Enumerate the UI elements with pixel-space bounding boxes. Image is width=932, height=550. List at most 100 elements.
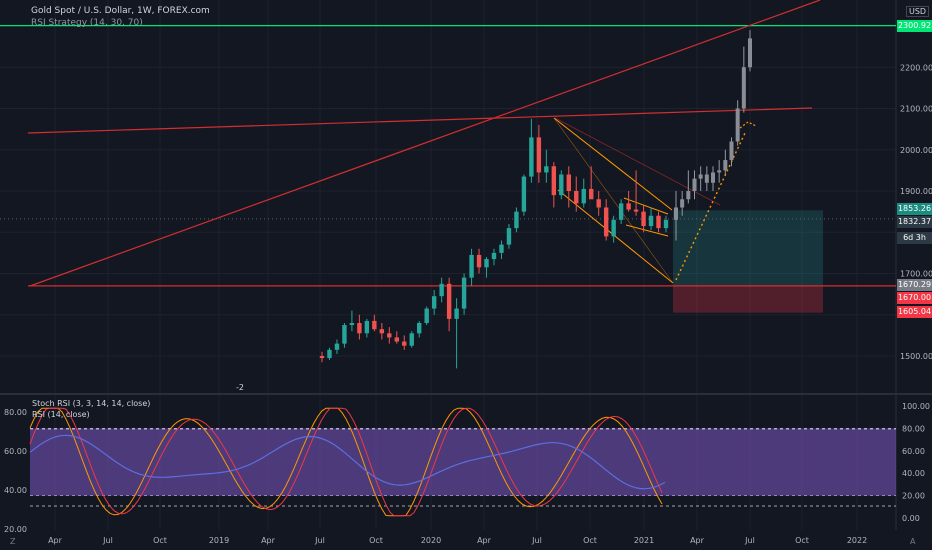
osc-right-axis-label: 40.00 <box>902 469 925 478</box>
zoom-corner-icon[interactable]: Z <box>10 537 16 546</box>
candle-body <box>529 137 534 177</box>
osc-right-axis-label: 0.00 <box>902 514 920 523</box>
candle-body <box>469 254 474 278</box>
position-zones <box>0 210 896 313</box>
candle-body <box>342 325 347 344</box>
projection-candle-body <box>741 67 746 109</box>
time-axis-label: Jul <box>102 536 113 545</box>
candle-body <box>364 320 370 334</box>
channel-diagonal <box>553 117 674 284</box>
currency-label[interactable]: USD <box>906 6 930 17</box>
projection-candle-body <box>717 170 722 173</box>
candle-body <box>641 211 646 227</box>
candle-body <box>372 320 377 330</box>
time-axis-label: Oct <box>583 536 597 545</box>
long-trend-line <box>29 0 821 287</box>
channel-lower <box>557 189 674 284</box>
price-tag-4: 1670.29 <box>897 279 932 291</box>
candle-body <box>626 203 631 210</box>
time-axis-label: Jul <box>744 536 755 545</box>
candle-body <box>431 296 437 309</box>
price-axis-label: 1700.00 <box>900 270 932 279</box>
oscillator-pane <box>29 407 896 517</box>
candle-body <box>551 166 557 196</box>
take-profit-zone <box>673 210 823 286</box>
wedge-lower <box>625 224 669 237</box>
projection-candle-body <box>711 172 715 183</box>
stoch-d-line <box>29 407 663 517</box>
osc-left-axis-label: 60.00 <box>4 447 27 456</box>
candle-body <box>349 323 355 326</box>
osc-title-stoch: Stoch RSI (3, 3, 14, 14, close) <box>32 399 151 408</box>
stoch-k-line <box>29 407 663 517</box>
candle-body <box>663 219 669 229</box>
price-tag-1: 1853.26 <box>897 203 932 215</box>
candle-body <box>446 283 452 319</box>
time-axis-label: 2020 <box>421 536 441 545</box>
time-axis-label: 2022 <box>847 536 867 545</box>
time-axis-label: 2019 <box>209 536 229 545</box>
candle-body <box>611 219 616 237</box>
candle-body <box>648 215 654 227</box>
price-tag-2: 1832.37 <box>897 216 932 228</box>
time-axis-label: Apr <box>477 536 492 545</box>
candle-body <box>334 343 340 350</box>
candle-body <box>499 244 504 253</box>
price-tag-5: 1670.00 <box>897 292 932 304</box>
candle-body <box>574 191 579 204</box>
price-axis-label: 2100.00 <box>900 105 932 114</box>
osc-right-axis-label: 80.00 <box>902 424 925 433</box>
strategy-title: RSI Strategy (14, 30, 70) <box>31 18 143 28</box>
candle-body <box>357 323 362 334</box>
candle-body <box>417 323 422 334</box>
projection-candle-body <box>704 174 709 183</box>
candle-body <box>319 356 325 359</box>
annotation-label: -2 <box>236 383 244 392</box>
stop-loss-zone <box>673 285 823 313</box>
candle-body <box>581 188 586 204</box>
projection-candle-body <box>748 38 752 68</box>
candle-body <box>409 333 414 346</box>
price-tag-top: 2300.92 <box>897 20 932 32</box>
candle-body <box>484 259 489 268</box>
osc-left-axis-label: 40.00 <box>4 486 27 495</box>
projection-candle-body <box>729 141 734 161</box>
candle-body <box>566 174 571 191</box>
axes: 2200.00 2100.00 2000.00 1900.00 1700.00 1500.… <box>4 63 932 545</box>
osc-right-axis-label: 60.00 <box>902 447 925 456</box>
projection-candle-body <box>698 174 703 179</box>
candle-body <box>521 176 527 212</box>
time-axis-label: Jul <box>531 536 542 545</box>
projection-candle-body <box>692 178 697 191</box>
time-axis-label: Oct <box>369 536 383 545</box>
candle-body <box>394 337 399 342</box>
time-axis-label: Apr <box>690 536 705 545</box>
candle-body <box>514 211 519 229</box>
rsi-band-fill <box>30 428 896 496</box>
candle-body <box>506 228 512 245</box>
auto-scale-icon[interactable]: A <box>910 537 916 546</box>
candle-body <box>559 174 564 196</box>
projection-candle-body <box>723 160 728 171</box>
candle-body <box>424 308 429 323</box>
time-axis-label: Jul <box>314 536 325 545</box>
osc-left-axis-label: 20.00 <box>4 525 27 534</box>
wedge-upper <box>623 197 669 215</box>
candle-body <box>379 329 385 334</box>
candle-body <box>491 252 497 260</box>
candle-body <box>461 277 467 309</box>
candle-body <box>402 341 407 346</box>
projection-candle-body <box>680 199 685 208</box>
candle-body <box>439 283 444 297</box>
candle-body <box>589 188 594 200</box>
price-axis-label: 1500.00 <box>900 352 932 361</box>
osc-right-axis-label: 100.00 <box>902 402 930 411</box>
price-tag-countdown: 6d 3h <box>897 232 932 244</box>
candle-body <box>656 215 661 229</box>
projection-arrowhead <box>739 121 757 129</box>
rsi-line <box>29 434 666 490</box>
candle-body <box>633 209 639 212</box>
price-tag-6: 1605.04 <box>897 306 932 318</box>
channel-upper <box>553 117 673 211</box>
